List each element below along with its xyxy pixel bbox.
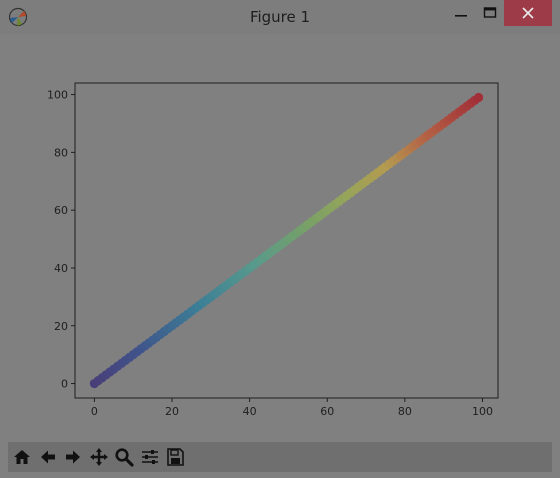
x-tick-label: 100 [472, 405, 493, 418]
zoom-button[interactable] [112, 445, 136, 469]
close-icon [522, 7, 534, 19]
home-button[interactable] [10, 445, 34, 469]
arrow-left-icon [41, 450, 55, 464]
move-icon [90, 448, 108, 466]
axis-ticks: 0 20 40 60 80 100 0 20 40 60 80 100 [47, 89, 493, 418]
scatter-point [473, 92, 484, 103]
x-tick-label: 60 [320, 405, 334, 418]
maximize-icon [483, 7, 497, 18]
arrow-right-icon [66, 450, 80, 464]
sliders-icon [142, 450, 158, 464]
y-tick-label: 0 [61, 378, 68, 391]
y-tick-label: 40 [54, 262, 68, 275]
magnifier-icon [115, 448, 134, 467]
x-tick-label: 0 [91, 405, 98, 418]
window-title: Figure 1 [249, 8, 311, 26]
close-button[interactable] [504, 0, 552, 26]
pan-button[interactable] [87, 445, 111, 469]
forward-button[interactable] [61, 445, 85, 469]
minimize-button[interactable] [446, 0, 476, 26]
save-button[interactable] [163, 445, 187, 469]
navigation-toolbar [8, 442, 552, 472]
configure-subplots-button[interactable] [138, 445, 162, 469]
y-tick-label: 60 [54, 204, 68, 217]
y-tick-label: 80 [54, 146, 68, 159]
back-button[interactable] [36, 445, 60, 469]
floppy-disk-icon [167, 448, 184, 466]
y-tick-label: 20 [54, 320, 68, 333]
x-tick-label: 20 [165, 405, 179, 418]
y-tick-label: 100 [47, 89, 68, 102]
maximize-button[interactable] [476, 0, 504, 26]
minimize-icon [455, 15, 467, 17]
scatter-plot[interactable]: 0 20 40 60 80 100 0 20 40 60 80 100 [8, 34, 552, 442]
x-tick-label: 80 [398, 405, 412, 418]
matplotlib-app-icon [8, 7, 28, 27]
x-tick-label: 40 [243, 405, 257, 418]
figure-canvas[interactable]: 0 20 40 60 80 100 0 20 40 60 80 100 [8, 34, 552, 442]
scatter-points [89, 92, 484, 389]
title-bar[interactable]: Figure 1 [0, 0, 560, 34]
home-icon [14, 450, 30, 464]
